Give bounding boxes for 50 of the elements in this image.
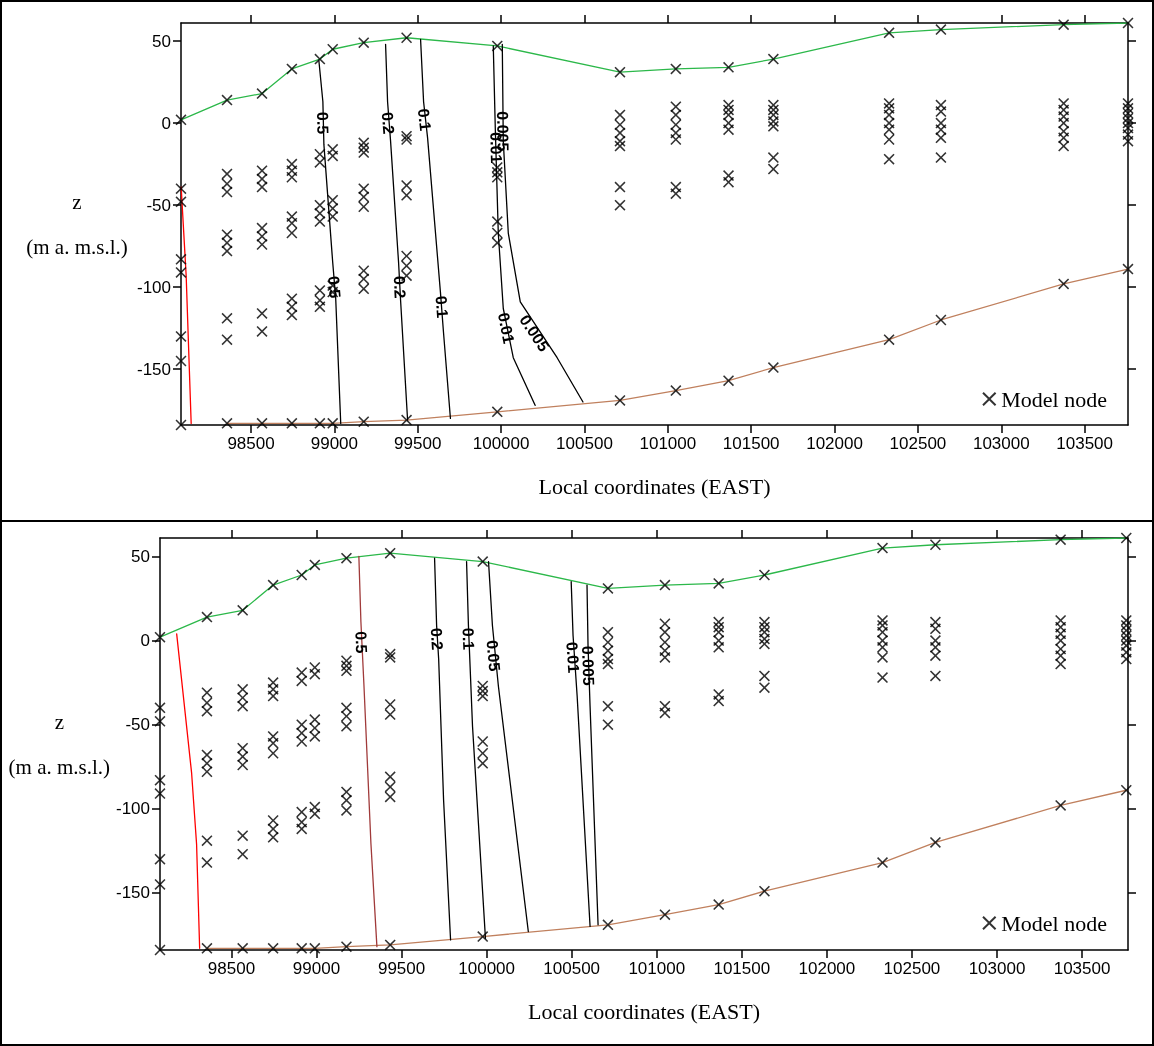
annotation: 0.1 — [414, 107, 435, 132]
line-series — [433, 557, 452, 941]
x-tick-label: 100500 — [543, 959, 601, 978]
y-tick-label: 50 — [152, 31, 171, 51]
x-tick-label: 100000 — [458, 959, 515, 978]
y-tick-label: -150 — [115, 883, 150, 903]
x-tick-label: 102000 — [798, 959, 856, 978]
y-tick-label: -50 — [146, 195, 171, 215]
y-tick-label: 0 — [140, 631, 150, 651]
line-series — [419, 38, 452, 420]
x-tick-label: 102000 — [806, 434, 863, 453]
y-tick-label: -100 — [115, 799, 150, 819]
y-axis-title: z (m a. m.s.l.) — [8, 709, 111, 779]
x-tick-label: 102500 — [889, 434, 947, 453]
x-tick-label: 99000 — [292, 959, 341, 978]
x-tick-label: 101500 — [713, 959, 771, 978]
y-tick-label: 50 — [131, 547, 150, 566]
x-axis-title: Local coordinates (EAST) — [538, 473, 771, 499]
annotation: 0.1 — [432, 295, 452, 319]
x-tick-label: 98500 — [207, 959, 256, 978]
x-tick-label: 100500 — [556, 434, 613, 453]
x-tick-label: 103500 — [1056, 434, 1114, 453]
x-tick-label: 103500 — [1053, 959, 1111, 978]
annotation: 0.1 — [459, 627, 478, 651]
x-axis-title: Local coordinates (EAST) — [527, 998, 761, 1024]
x-tick-label: 98500 — [227, 434, 275, 453]
annotation: 0.2 — [390, 275, 409, 299]
y-tick-label: 0 — [161, 113, 171, 133]
annotation: 0.05 — [483, 639, 504, 673]
x-tick-label: 101000 — [639, 434, 697, 453]
legend-label: Model node — [1001, 386, 1107, 412]
x-tick-label: 102500 — [883, 959, 941, 978]
x-tick-label: 103000 — [968, 959, 1026, 978]
y-tick-label: -150 — [136, 359, 171, 379]
x-tick-label: 99500 — [394, 434, 442, 453]
x-tick-label: 100000 — [472, 434, 530, 453]
x-tick-label: 99000 — [310, 434, 359, 453]
y-axis-title: z (m a. m.s.l.) — [26, 189, 128, 259]
annotation: 0.5 — [352, 630, 371, 654]
annotation: 0.01 — [494, 311, 518, 346]
y-tick-label: -100 — [136, 277, 171, 297]
annotation: 0.2 — [378, 111, 398, 135]
x-tick-label: 99500 — [377, 959, 426, 978]
x-tick-label: 103000 — [972, 434, 1030, 453]
annotation: 0.2 — [427, 627, 447, 651]
x-tick-label: 101000 — [628, 959, 686, 978]
annotation: 0.5 — [324, 275, 344, 300]
y-tick-label: -50 — [125, 715, 150, 735]
legend-label: Model node — [1001, 910, 1107, 936]
x-tick-label: 101500 — [722, 434, 780, 453]
